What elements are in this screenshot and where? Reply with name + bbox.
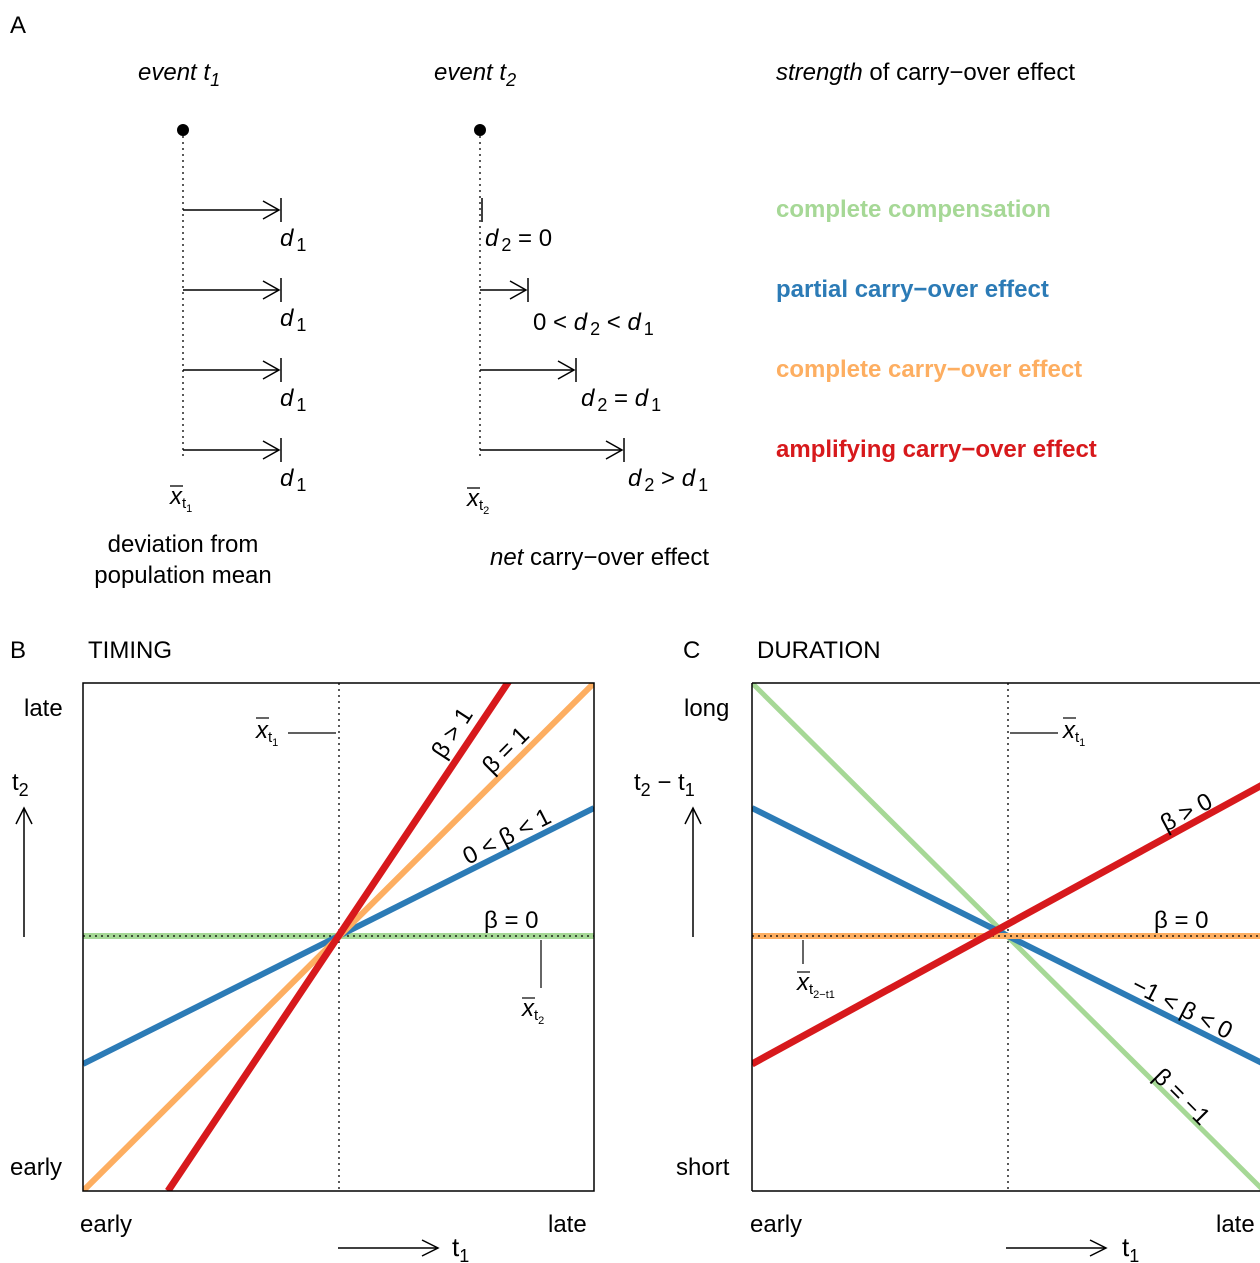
d2-arrow-4 bbox=[480, 438, 625, 462]
panel-c-y-arrow bbox=[684, 806, 702, 937]
panel-c-title: DURATION bbox=[757, 637, 881, 664]
panel-c-x-late: late bbox=[1216, 1211, 1255, 1238]
panel-b-x-early: early bbox=[80, 1211, 132, 1238]
panel-b-x-axis-label: t1 bbox=[452, 1232, 469, 1263]
panel-b-y-late: late bbox=[24, 695, 63, 722]
deviation-label-line2: population mean bbox=[94, 562, 271, 589]
panel-c-label-beta-0: β = 0 bbox=[1154, 907, 1209, 934]
event1-header: event t1 bbox=[138, 59, 220, 90]
panel-b-xbar-t2: xt2 bbox=[521, 940, 544, 1027]
panel-c-line-beta-gt0 bbox=[752, 782, 1260, 1068]
panel-b-y-axis-label: t2 bbox=[12, 769, 29, 800]
svg-text:xt2−t1: xt2−t1 bbox=[796, 969, 835, 1001]
svg-text:xt2: xt2 bbox=[521, 995, 544, 1027]
d2-arrow-3 bbox=[480, 358, 577, 382]
xbar-t2-label: xt2 bbox=[466, 485, 489, 517]
net-effect-label: net carry−over effect bbox=[490, 544, 709, 571]
d1-arrow-4 bbox=[183, 438, 282, 462]
panel-c-x-axis-label: t1 bbox=[1122, 1232, 1139, 1263]
panel-b-y-early: early bbox=[10, 1154, 62, 1181]
panel-c-y-long: long bbox=[684, 695, 729, 722]
d1-arrow-3 bbox=[183, 358, 282, 382]
panel-b-x-late: late bbox=[548, 1211, 587, 1238]
svg-text:xt1: xt1 bbox=[255, 717, 278, 749]
panel-b-x-arrow bbox=[338, 1239, 440, 1257]
panel-c-xbar-duration: xt2−t1 bbox=[796, 940, 835, 1001]
panel-c-x-early: early bbox=[750, 1211, 802, 1238]
panel-c-y-axis-label: t2 − t1 bbox=[634, 769, 695, 800]
svg-text:xt1: xt1 bbox=[169, 483, 192, 515]
strength-complete: complete carry−over effect bbox=[776, 356, 1082, 383]
panel-b-label-beta-0: β = 0 bbox=[484, 907, 539, 934]
strength-header: strength of carry−over effect bbox=[776, 59, 1075, 86]
panel-b-line-beta-gt1 bbox=[165, 683, 512, 1191]
panel-c-label-beta-minus1: β = −1 bbox=[1148, 1063, 1216, 1131]
event2-dot bbox=[474, 124, 486, 136]
d1-arrow-2 bbox=[183, 278, 282, 302]
xbar-t1-label: xt1 bbox=[169, 483, 192, 515]
panel-c-x-arrow bbox=[1006, 1239, 1108, 1257]
panel-b-xbar-t1: xt1 bbox=[255, 717, 336, 749]
d1-arrow-1 bbox=[183, 198, 282, 222]
panel-c-y-short: short bbox=[676, 1154, 730, 1181]
event2-header: event t2 bbox=[434, 59, 516, 90]
deviation-label-line1: deviation from bbox=[108, 531, 259, 558]
strength-complete-compensation: complete compensation bbox=[776, 196, 1051, 223]
panel-a-label: A bbox=[10, 12, 26, 39]
panel-c: C DURATION β > 0 β = 0 −1 < β < 0 β = −1… bbox=[634, 637, 1260, 1263]
panel-b-y-arrow bbox=[15, 806, 33, 937]
strength-amplifying: amplifying carry−over effect bbox=[776, 436, 1097, 463]
panel-c-label: C bbox=[683, 637, 700, 664]
panel-b: B TIMING β > 1 β = 1 0 < β < 1 β = 0 xt1… bbox=[10, 637, 595, 1263]
panel-c-label-beta-partial: −1 < β < 0 bbox=[1127, 971, 1237, 1045]
panel-b-frame bbox=[82, 682, 595, 1192]
panel-b-label: B bbox=[10, 637, 26, 664]
panel-a: A event t1 event t2 strength of carry−ov… bbox=[10, 12, 1097, 589]
panel-b-title: TIMING bbox=[88, 637, 172, 664]
svg-text:xt2: xt2 bbox=[466, 485, 489, 517]
d2-arrow-2 bbox=[480, 278, 529, 302]
strength-partial: partial carry−over effect bbox=[776, 276, 1049, 303]
event1-dot bbox=[177, 124, 189, 136]
svg-text:xt1: xt1 bbox=[1062, 717, 1085, 749]
panel-c-xbar-t1: xt1 bbox=[1010, 717, 1085, 749]
